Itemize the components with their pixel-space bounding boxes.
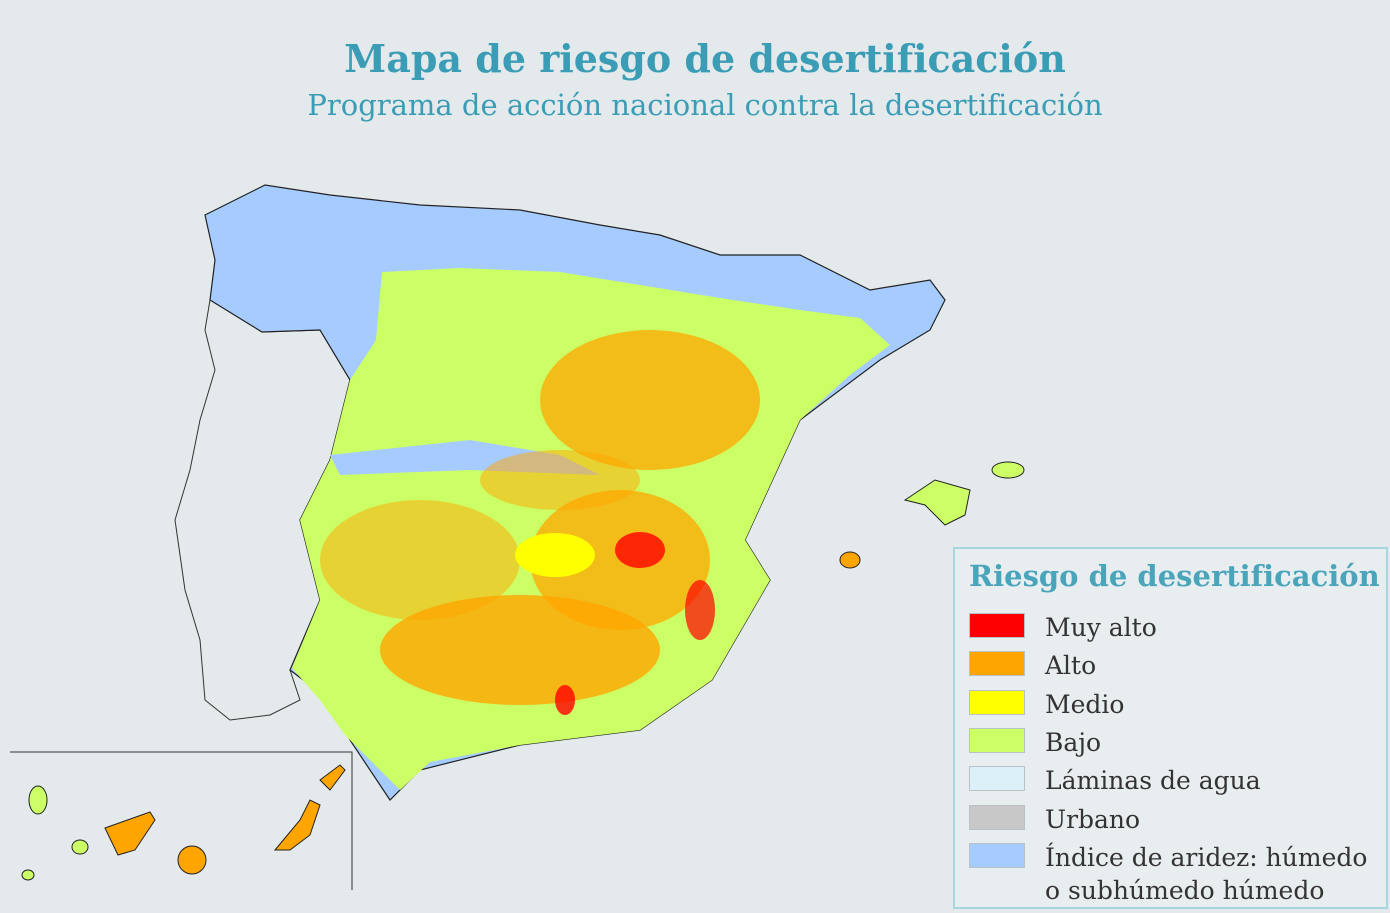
legend-swatch (969, 613, 1025, 638)
canary-islands (72, 840, 88, 854)
canary-islands (29, 786, 47, 814)
title: Mapa de riesgo de desertificación (0, 36, 1390, 81)
subtitle: Programa de acción nacional contra la de… (0, 88, 1390, 122)
high-risk (480, 450, 640, 510)
canary-islands (22, 870, 34, 880)
legend-label: Bajo (1045, 726, 1390, 759)
very-high-risk (685, 580, 715, 640)
high-risk (320, 500, 520, 620)
balearic-islands (992, 462, 1024, 478)
legend-label: Muy alto (1045, 611, 1390, 644)
legend-swatch (969, 728, 1025, 753)
legend-label: Láminas de agua (1045, 764, 1390, 797)
very-high-risk (555, 685, 575, 715)
canary-islands (105, 812, 155, 855)
legend-swatch (969, 843, 1025, 868)
high-risk (540, 330, 760, 470)
legend-swatch (969, 651, 1025, 676)
legend-swatch (969, 805, 1025, 830)
canary-islands (320, 765, 345, 790)
legend-swatch (969, 766, 1025, 791)
legend: Riesgo de desertificación Muy alto Alto Me… (953, 547, 1388, 909)
legend-swatch (969, 690, 1025, 715)
canary-islands (178, 846, 206, 874)
medium-risk (515, 533, 595, 577)
legend-label: Medio (1045, 688, 1390, 721)
legend-title: Riesgo de desertificación (969, 559, 1380, 593)
balearic-islands (905, 480, 970, 525)
legend-label: Urbano (1045, 803, 1390, 836)
page: Mapa de riesgo de desertificación Progra… (0, 0, 1390, 913)
very-high-risk (615, 532, 665, 568)
balearic-islands (840, 552, 860, 568)
canary-islands (275, 800, 320, 850)
legend-label: Índice de aridez: húmedo o subhúmedo húm… (1045, 841, 1390, 907)
legend-label: Alto (1045, 649, 1390, 682)
